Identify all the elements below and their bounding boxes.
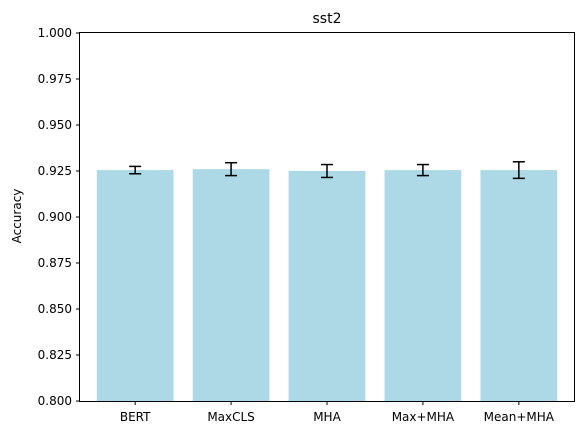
- y-tick-label: 0.975: [38, 72, 72, 86]
- y-axis-label: Accuracy: [10, 189, 24, 244]
- y-tick-label: 1.000: [38, 26, 72, 40]
- y-tick-label: 0.925: [38, 164, 72, 178]
- x-tick-label: Max+MHA: [392, 410, 455, 424]
- y-tick-label: 0.900: [38, 210, 72, 224]
- y-tick-label: 0.850: [38, 302, 72, 316]
- bar: [96, 170, 174, 401]
- bar: [384, 170, 462, 401]
- chart-title: sst2: [313, 11, 342, 27]
- x-tick-label: Mean+MHA: [484, 410, 555, 424]
- bar: [192, 169, 270, 401]
- y-tick-label: 0.875: [38, 256, 72, 270]
- bar: [480, 170, 558, 401]
- plot-frame: [79, 32, 575, 402]
- bar-group: [96, 169, 558, 401]
- x-tick-label: MHA: [313, 410, 341, 424]
- bar: [288, 171, 366, 401]
- y-axis: 0.800 0.825 0.850 0.875 0.900 0.925 0.950 0.975…: [38, 26, 80, 408]
- x-tick-label: MaxCLS: [207, 410, 255, 424]
- error-bar-group: [129, 161, 525, 180]
- y-tick-label: 0.950: [38, 118, 72, 132]
- x-tick-label: BERT: [120, 410, 151, 424]
- y-tick-label: 0.825: [38, 348, 72, 362]
- y-tick-label: 0.800: [38, 394, 72, 408]
- x-axis: BERT MaxCLS MHA Max+MHA Mean+MHA: [120, 401, 555, 424]
